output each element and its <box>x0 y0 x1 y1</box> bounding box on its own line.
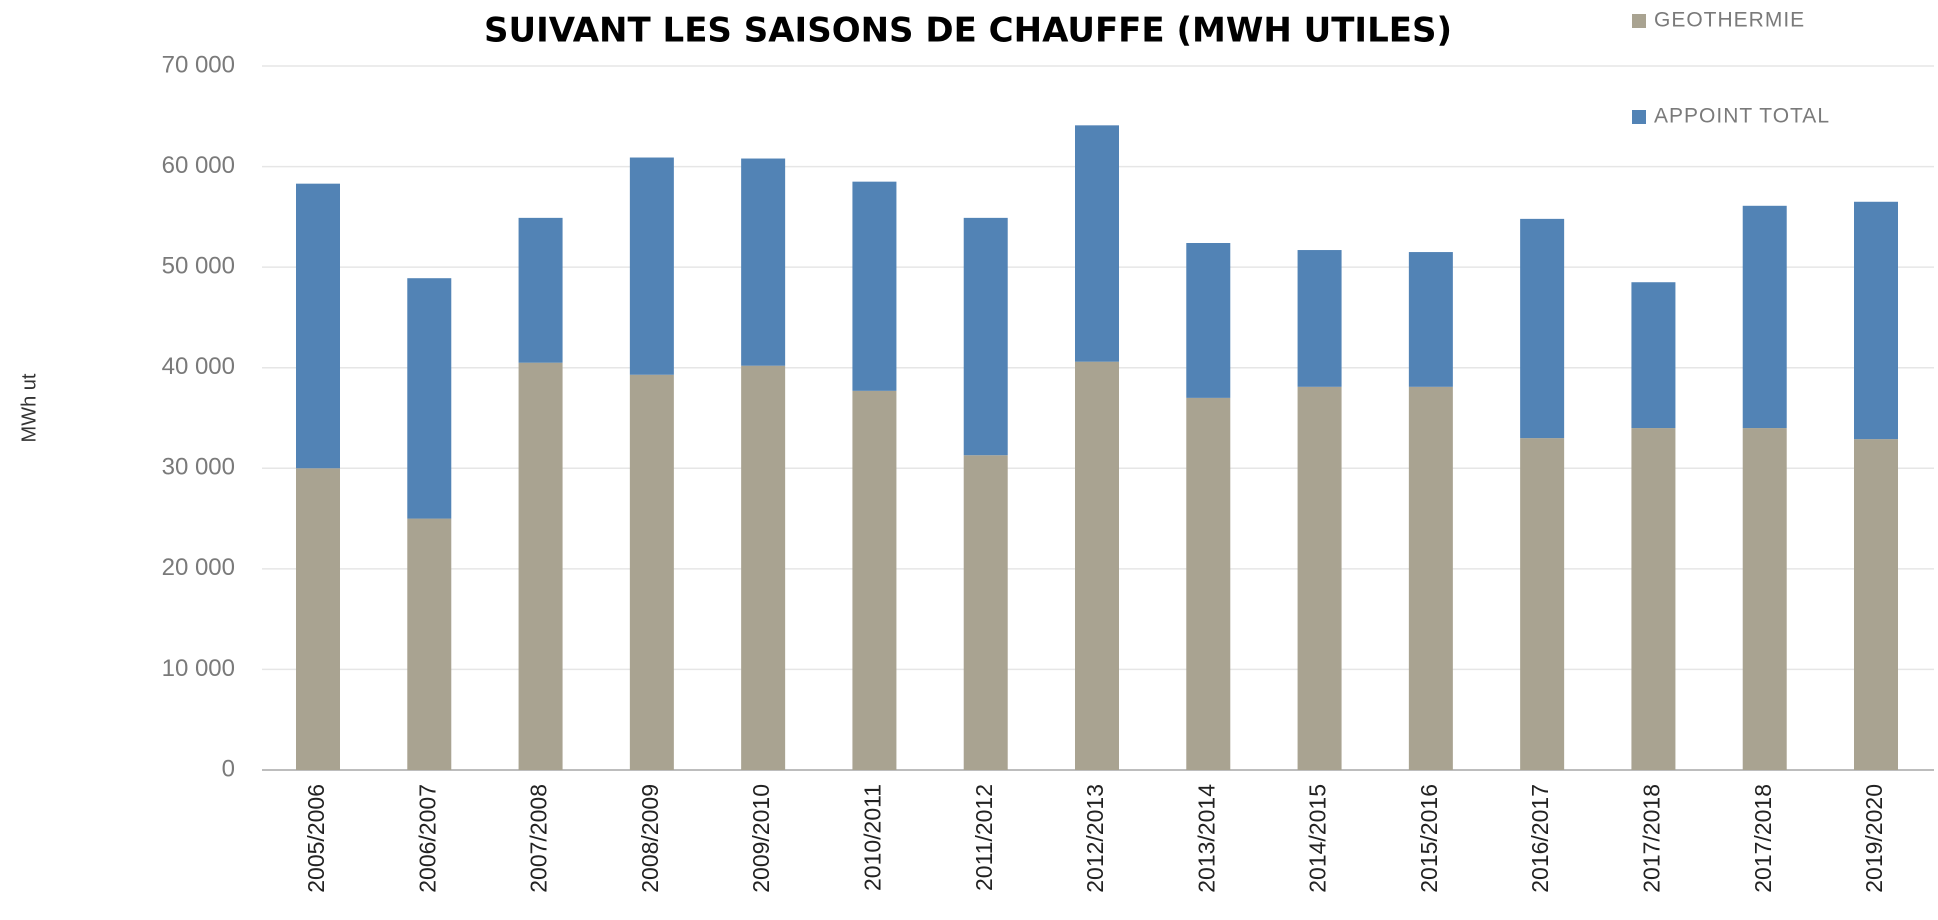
bar-segment <box>1297 250 1342 387</box>
bar-segment <box>296 468 340 770</box>
chart-title: SUIVANT LES SAISONS DE CHAUFFE (MWH UTIL… <box>484 11 1452 51</box>
bar-segment <box>1742 205 1787 429</box>
bar-segment <box>1186 243 1231 398</box>
y-tick-label: 0 <box>222 755 235 782</box>
bar-segment <box>1854 439 1898 770</box>
legend-label: APPOINT TOTAL <box>1654 105 1830 128</box>
y-axis-label: MWh ut <box>18 373 40 442</box>
legend-swatch <box>1632 14 1646 28</box>
bar-segment <box>629 157 674 375</box>
x-tick-label: 2007/2008 <box>526 784 552 893</box>
y-tick-label: 10 000 <box>162 655 235 682</box>
bar-segment <box>741 158 786 366</box>
bar-segment <box>407 518 452 770</box>
x-tick-label: 2005/2006 <box>303 784 329 893</box>
bar-segment <box>1075 125 1119 362</box>
bar-segment <box>963 217 1008 456</box>
legend-swatch <box>1632 110 1646 124</box>
y-tick-label: 40 000 <box>162 353 235 380</box>
bar-segment <box>1520 438 1565 770</box>
bar-segment <box>1297 386 1342 770</box>
bar-segment <box>518 217 563 363</box>
bar-segment <box>1854 201 1898 440</box>
y-tick-label: 20 000 <box>162 554 235 581</box>
x-tick-label: 2017/2018 <box>1750 784 1776 893</box>
bar-segment <box>518 362 563 770</box>
legend-label: GEOTHERMIE <box>1654 9 1805 32</box>
bar-segment <box>852 390 897 770</box>
y-tick-label: 60 000 <box>162 152 235 179</box>
x-tick-label: 2010/2011 <box>860 784 886 891</box>
x-tick-label: 2006/2007 <box>414 784 440 893</box>
bar-segment <box>1520 218 1565 439</box>
bar-segment <box>1631 428 1676 770</box>
bar-segment <box>407 278 452 519</box>
x-tick-label: 2016/2017 <box>1527 784 1553 893</box>
bar-segment <box>1408 252 1453 387</box>
x-tick-label: 2011/2012 <box>971 784 997 891</box>
bar-segment <box>1408 386 1453 770</box>
y-tick-label: 70 000 <box>162 51 235 78</box>
x-tick-label: 2013/2014 <box>1193 784 1219 893</box>
y-tick-label: 50 000 <box>162 252 235 279</box>
bar-segment <box>1742 428 1787 770</box>
bar-segment <box>629 374 674 770</box>
bar-segment <box>741 365 786 770</box>
x-tick-label: 2014/2015 <box>1305 784 1331 893</box>
x-tick-label: 2019/2020 <box>1861 784 1887 893</box>
bar-segment <box>296 183 340 469</box>
x-tick-label: 2015/2016 <box>1416 784 1442 893</box>
bar-segment <box>1075 361 1119 770</box>
bar-segment <box>963 455 1008 770</box>
y-tick-label: 30 000 <box>162 454 235 481</box>
x-tick-label: 2009/2010 <box>748 784 774 893</box>
x-tick-label: 2017/2018 <box>1639 784 1665 893</box>
bar-segment <box>852 181 897 391</box>
x-tick-label: 2012/2013 <box>1082 784 1108 893</box>
x-tick-label: 2008/2009 <box>637 784 663 893</box>
bar-segment <box>1186 397 1231 770</box>
bar-segment <box>1631 282 1676 429</box>
